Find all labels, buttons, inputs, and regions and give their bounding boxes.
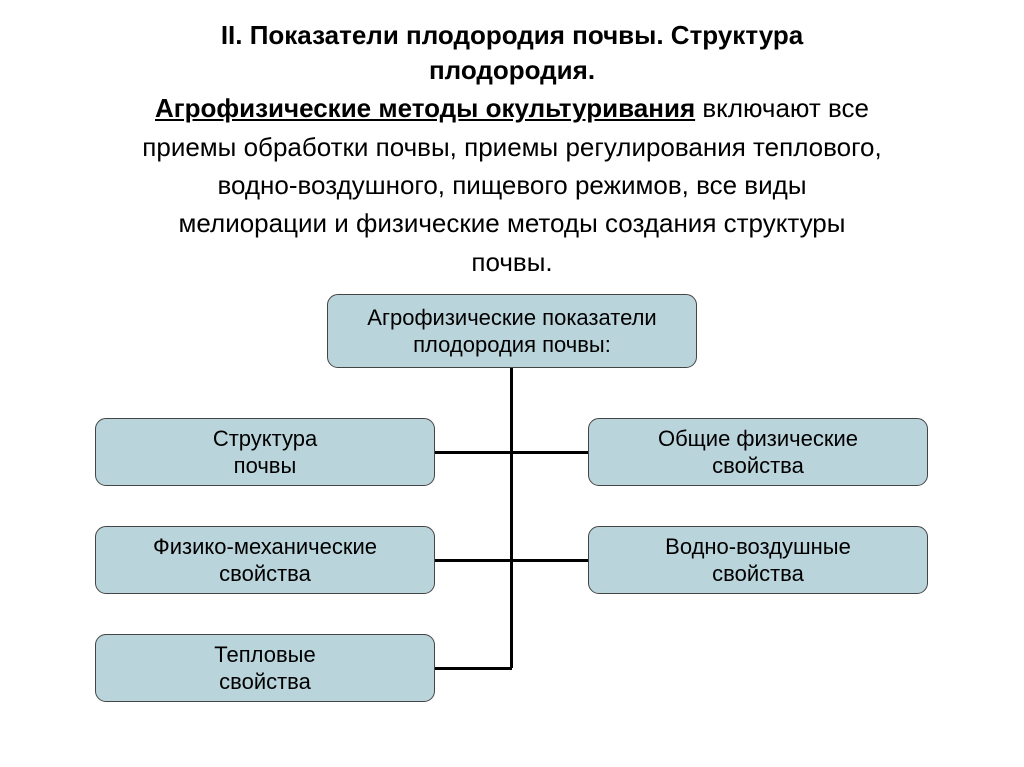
node-label-line2: свойства [219,560,311,588]
node-label-line1: Структура [213,425,317,453]
node-vodno-vozdushnye: Водно-воздушные свойства [588,526,928,594]
node-label-line2: свойства [219,668,311,696]
node-label-line1: Водно-воздушные [665,533,851,561]
connector-right-1 [510,451,588,454]
body-line3: мелиорации и физические методы создания … [40,205,984,241]
node-label-line2: свойства [712,452,804,480]
node-label-line1: Тепловые [214,641,315,669]
node-label-line2: свойства [712,560,804,588]
connector-right-2 [510,559,588,562]
title-line2: плодородия. [40,53,984,88]
connector-left-1 [435,451,512,454]
node-label-line2: почвы [234,452,297,480]
root-line1: Агрофизические показатели [367,304,656,332]
connector-left-2 [435,559,512,562]
node-label-line1: Физико-механические [153,533,377,561]
lead-rest: включают все [695,93,869,123]
node-struktura-pochvy: Структура почвы [95,418,435,486]
node-label-line1: Общие физические [658,425,858,453]
node-obshchie-fizicheskie: Общие физические свойства [588,418,928,486]
title-line1: II. Показатели плодородия почвы. Структу… [40,18,984,53]
body-line4: почвы. [40,244,984,280]
root-node: Агрофизические показатели плодородия поч… [327,294,697,368]
root-line2: плодородия почвы: [413,331,611,359]
org-diagram: Агрофизические показатели плодородия поч… [0,294,1024,734]
connector-left-3 [435,667,512,670]
connector-trunk [510,368,513,668]
node-fiziko-mekhanicheskie: Физико-механические свойства [95,526,435,594]
header-text: II. Показатели плодородия почвы. Структу… [0,0,1024,290]
lead-underlined: Агрофизические методы окультуривания [155,93,695,123]
node-teplovye: Тепловые свойства [95,634,435,702]
body-line1: приемы обработки почвы, приемы регулиров… [40,129,984,165]
body-line2: водно-воздушного, пищевого режимов, все … [40,167,984,203]
lead-line: Агрофизические методы окультуривания вкл… [40,90,984,126]
